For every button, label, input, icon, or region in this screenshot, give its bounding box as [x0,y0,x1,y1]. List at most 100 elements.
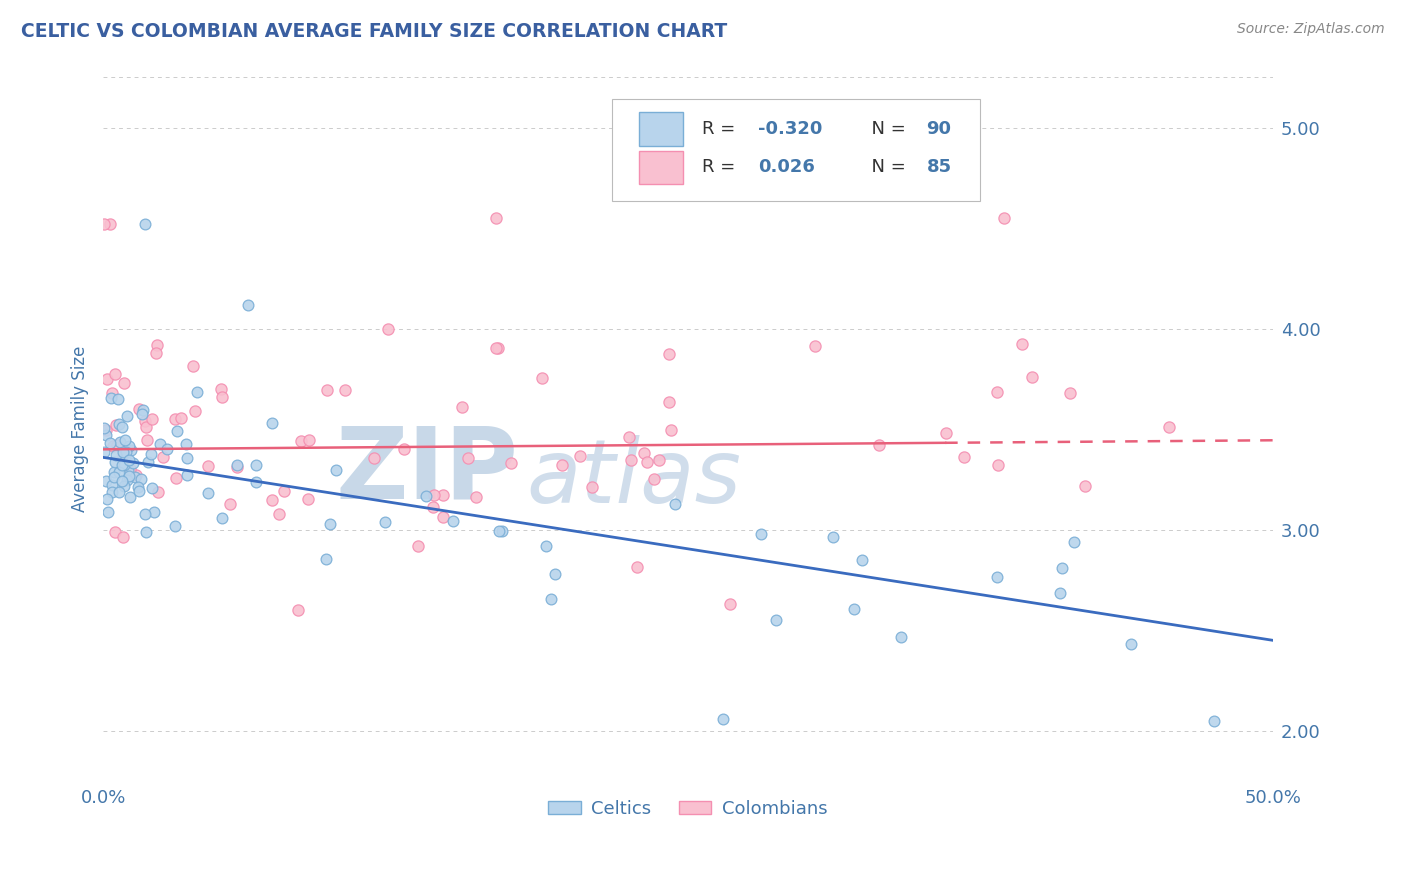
Point [141,481,163,495]
Point [1063,535,1085,549]
Point [451,401,474,415]
Point [499,456,522,470]
Point [333,383,356,397]
Point [170,411,193,425]
Point [711,712,734,726]
Point [842,602,865,616]
Point [108,435,131,450]
Point [1074,478,1097,492]
Point [94,423,117,437]
Point [1157,420,1180,434]
Point [152,450,174,465]
Point [821,530,844,544]
Point [636,454,658,468]
Point [135,525,157,540]
Point [128,483,150,498]
Point [124,469,146,483]
Point [298,433,321,447]
Point [581,480,603,494]
Point [1204,714,1226,728]
Point [869,438,891,452]
Point [135,420,157,434]
Point [1021,370,1043,384]
Text: 90: 90 [927,120,952,137]
Point [1059,386,1081,401]
Point [211,511,233,525]
Point [952,450,974,465]
Point [643,472,665,486]
Point [98,217,121,231]
Point [103,469,125,483]
Point [111,445,134,459]
Text: N =: N = [860,120,911,137]
Point [115,445,138,459]
Text: ZIP: ZIP [336,423,519,520]
Point [211,390,233,404]
Text: 85: 85 [927,159,952,177]
Point [290,434,312,448]
Point [441,514,464,528]
Point [139,447,162,461]
Point [1011,336,1033,351]
Point [135,433,157,447]
Text: N =: N = [860,159,911,177]
Point [128,401,150,416]
Point [104,525,127,540]
Point [118,461,141,475]
Point [104,455,127,469]
Point [148,484,170,499]
Point [181,359,204,373]
Point [125,468,148,483]
Point [120,490,142,504]
Text: atlas: atlas [526,435,741,522]
Point [100,392,122,406]
Point [209,382,232,396]
Point [534,540,557,554]
Point [101,386,124,401]
Point [105,438,128,452]
Point [319,517,342,532]
Point [134,414,156,428]
Point [423,488,446,502]
Bar [638,151,683,185]
Point [633,446,655,460]
Point [117,463,139,477]
Point [118,453,141,467]
Point [488,341,510,355]
Point [540,592,562,607]
Point [114,450,136,464]
Point [118,439,141,453]
Point [146,337,169,351]
Point [197,458,219,473]
Point [112,458,135,472]
Point [129,472,152,486]
Text: Source: ZipAtlas.com: Source: ZipAtlas.com [1237,22,1385,37]
Point [408,539,430,553]
Point [648,453,671,467]
Point [1121,637,1143,651]
Point [104,367,127,381]
Point [101,485,124,500]
Point [225,460,247,475]
Point [325,463,347,477]
Point [120,443,142,458]
Point [94,428,117,442]
Point [174,437,197,451]
Point [315,551,337,566]
Point [374,515,396,529]
Point [101,439,124,453]
Point [134,217,156,231]
Point [107,392,129,406]
Point [108,485,131,500]
Point [93,218,115,232]
Point [98,435,121,450]
Point [377,322,399,336]
Point [103,465,125,479]
Point [993,211,1015,226]
Text: CELTIC VS COLOMBIAN AVERAGE FAMILY SIZE CORRELATION CHART: CELTIC VS COLOMBIAN AVERAGE FAMILY SIZE … [21,22,727,41]
Point [94,474,117,488]
Point [176,451,198,466]
Point [363,450,385,465]
Point [111,474,134,488]
Point [485,341,508,355]
